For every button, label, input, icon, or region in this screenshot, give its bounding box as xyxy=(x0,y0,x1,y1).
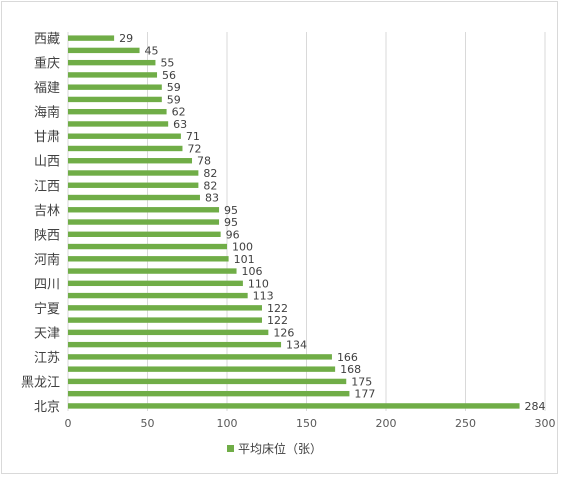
category-label: 北京 xyxy=(34,400,60,415)
bar xyxy=(68,403,520,409)
x-tick-label: 0 xyxy=(65,417,72,430)
bar xyxy=(68,158,193,164)
category-label: 江西 xyxy=(34,179,60,194)
bar-value-label: 177 xyxy=(354,388,375,401)
category-label: 黑龙江 xyxy=(21,375,60,390)
bar xyxy=(68,35,115,41)
bar xyxy=(68,354,332,360)
bar xyxy=(68,108,167,115)
category-label: 福建 xyxy=(34,81,60,96)
bar-value-label: 95 xyxy=(224,216,238,229)
bar xyxy=(68,366,336,372)
bar xyxy=(68,47,140,54)
bar-value-label: 284 xyxy=(525,400,546,413)
bar-value-label: 100 xyxy=(232,241,253,254)
x-tick-label: 250 xyxy=(455,417,476,430)
bar-value-label: 134 xyxy=(286,339,307,352)
bar-value-label: 45 xyxy=(145,44,159,57)
legend-label: 平均床位（张） xyxy=(238,441,322,456)
bar-value-label: 59 xyxy=(167,81,181,94)
bar xyxy=(68,133,181,139)
x-tick-label: 100 xyxy=(217,417,238,430)
category-label: 海南 xyxy=(34,105,60,121)
category-label: 江苏 xyxy=(34,350,60,366)
x-tick-label: 200 xyxy=(376,417,397,430)
bar xyxy=(68,170,199,176)
bar xyxy=(68,194,200,201)
bar xyxy=(68,341,282,348)
category-label: 河南 xyxy=(34,252,60,268)
bar-value-label: 55 xyxy=(160,57,174,70)
category-label: 西藏 xyxy=(34,32,60,47)
bar-value-label: 168 xyxy=(340,363,361,376)
bar-value-label: 175 xyxy=(351,375,372,388)
bar-value-label: 29 xyxy=(119,32,133,45)
bar-value-label: 101 xyxy=(234,253,255,266)
bar xyxy=(68,329,269,336)
category-label: 天津 xyxy=(34,326,60,341)
bar xyxy=(68,72,158,78)
category-label: 陕西 xyxy=(34,228,60,243)
bar xyxy=(68,243,227,250)
bar xyxy=(68,268,237,274)
bar-value-label: 82 xyxy=(203,167,217,180)
bar xyxy=(68,219,220,225)
bar-value-label: 83 xyxy=(205,192,219,205)
category-label: 重庆 xyxy=(34,56,60,72)
bar xyxy=(68,390,350,397)
bar-value-label: 110 xyxy=(248,277,269,290)
x-tick-label: 300 xyxy=(535,417,556,430)
category-label: 宁夏 xyxy=(34,301,60,317)
bar-value-label: 113 xyxy=(253,290,274,303)
bar-value-label: 82 xyxy=(203,179,217,192)
bar xyxy=(68,280,243,287)
category-label: 四川 xyxy=(34,277,60,292)
bar xyxy=(68,207,220,213)
bar xyxy=(68,256,229,262)
category-label: 山西 xyxy=(34,155,60,170)
legend-swatch xyxy=(227,445,234,452)
bar-value-label: 56 xyxy=(162,69,176,82)
bar xyxy=(68,182,199,188)
bar xyxy=(68,84,162,90)
bar xyxy=(68,305,262,311)
bar xyxy=(68,59,156,66)
bar-value-label: 166 xyxy=(337,351,358,364)
bar-value-label: 126 xyxy=(273,326,294,339)
bar xyxy=(68,145,183,152)
bar xyxy=(68,96,162,103)
bar-value-label: 63 xyxy=(173,118,187,131)
category-label: 吉林 xyxy=(34,204,60,219)
x-tick-label: 50 xyxy=(141,417,155,430)
bar xyxy=(68,317,262,323)
bar-value-label: 71 xyxy=(186,130,200,143)
x-tick-label: 150 xyxy=(296,417,317,430)
bar-value-label: 95 xyxy=(224,204,238,217)
bar xyxy=(68,121,169,127)
bar-value-label: 106 xyxy=(242,265,263,278)
bar xyxy=(68,231,221,237)
bar-value-label: 78 xyxy=(197,155,211,168)
bar-value-label: 72 xyxy=(187,142,201,155)
bar xyxy=(68,292,248,299)
bar xyxy=(68,378,347,385)
bar-value-label: 122 xyxy=(267,314,288,327)
bar-value-label: 96 xyxy=(226,228,240,241)
bar-value-label: 122 xyxy=(267,302,288,315)
bar-value-label: 59 xyxy=(167,93,181,106)
category-label: 甘肃 xyxy=(34,130,60,145)
bar-value-label: 62 xyxy=(172,106,186,119)
